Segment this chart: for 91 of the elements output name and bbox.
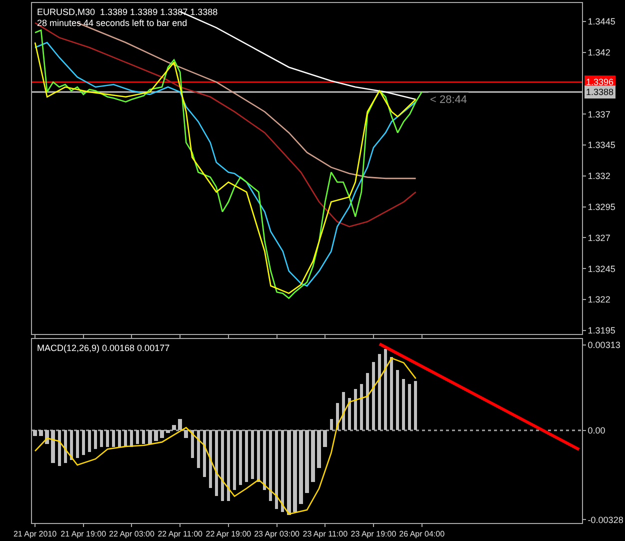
bar — [160, 430, 164, 438]
bar — [142, 430, 145, 444]
bar — [281, 430, 284, 512]
y-tick-label: 1.3295 — [588, 202, 616, 212]
bar — [227, 430, 230, 502]
bar — [263, 430, 266, 490]
y-tick-label: 0.00 — [588, 426, 606, 436]
bar — [354, 389, 357, 430]
bar — [330, 419, 333, 430]
bar — [372, 362, 375, 430]
x-tick-label: 23 Apr 11:00 — [302, 530, 348, 539]
y-tick-label: 1.3245 — [588, 264, 616, 274]
x-tick-label: 21 Apr 2010 — [13, 530, 58, 539]
y-tick-label: 1.337 — [588, 109, 610, 120]
bar — [378, 354, 381, 430]
y-tick-label: 0.00313 — [588, 340, 620, 350]
bar — [414, 381, 417, 430]
bar — [390, 357, 393, 430]
annotation: 28 minutes 44 seconds left to bar end — [37, 18, 188, 28]
bar — [293, 430, 297, 512]
bar — [82, 430, 85, 456]
bar — [233, 430, 236, 490]
bar — [154, 430, 158, 442]
bar — [39, 430, 43, 436]
x-tick-label: 23 Apr 03:00 — [254, 530, 300, 539]
bar — [58, 430, 61, 466]
line-series — [34, 357, 416, 515]
bar — [366, 373, 369, 430]
x-tick-label: 22 Apr 03:00 — [109, 530, 155, 539]
bar — [184, 430, 188, 438]
bar — [172, 425, 176, 430]
bar — [64, 430, 67, 464]
x-tick-label: 23 Apr 19:00 — [350, 530, 397, 539]
bar — [148, 430, 152, 444]
bar — [239, 430, 242, 486]
x-tick-label: 26 Apr 04:00 — [399, 530, 446, 539]
y-tick-label: 1.3195 — [588, 326, 616, 336]
bar — [251, 430, 254, 480]
bar — [166, 430, 170, 434]
bar — [317, 430, 321, 468]
bar — [70, 430, 73, 460]
bar — [112, 430, 115, 448]
bar — [130, 430, 133, 448]
bar — [269, 430, 272, 502]
bar — [88, 430, 91, 452]
y-tick-label: 1.342 — [588, 48, 610, 58]
bar — [323, 430, 327, 448]
x-tick-label: 22 Apr 11:00 — [158, 530, 204, 539]
bar — [402, 379, 405, 430]
ref-line-label: 1.3388 — [586, 87, 614, 97]
bar — [76, 430, 79, 458]
bar — [384, 349, 387, 430]
bar — [118, 430, 121, 448]
bar — [203, 430, 206, 478]
bar — [197, 430, 200, 468]
bar — [100, 430, 103, 448]
bar — [106, 430, 109, 448]
y-tick-label: 1.332 — [588, 171, 610, 182]
bar — [245, 430, 248, 482]
bar — [311, 430, 315, 482]
bar — [396, 370, 399, 430]
annotation: MACD(12,26,9) 0.00168 0.00177 — [37, 343, 170, 353]
y-tick-label: 1.3345 — [588, 140, 616, 150]
bar — [408, 384, 411, 430]
bar — [275, 430, 278, 510]
bar — [33, 430, 37, 436]
annotation: < 28:44 — [430, 94, 468, 106]
bar — [94, 430, 97, 450]
bar — [191, 430, 194, 458]
bar — [221, 430, 224, 502]
bar — [360, 384, 363, 430]
y-tick-label: -0.00328 — [588, 514, 624, 525]
bar — [257, 430, 260, 482]
y-tick-label: 1.3445 — [588, 16, 616, 27]
annotation: EURUSD,M30 1.3389 1.3389 1.3387 1.3388 — [37, 7, 218, 17]
x-tick-label: 22 Apr 19:00 — [206, 530, 252, 539]
bar — [348, 398, 351, 430]
bar — [342, 392, 345, 430]
bar — [215, 430, 218, 496]
bar — [124, 430, 127, 448]
bar — [287, 430, 291, 516]
ref-line-label: 1.3396 — [586, 77, 614, 87]
bar — [209, 430, 212, 488]
x-tick-label: 21 Apr 19:00 — [60, 530, 107, 539]
bar — [178, 419, 182, 430]
bar — [51, 430, 55, 464]
y-tick-label: 1.327 — [588, 232, 610, 243]
y-tick-label: 1.322 — [588, 294, 610, 305]
bar — [299, 430, 303, 504]
bar — [136, 430, 139, 444]
bar — [305, 430, 309, 494]
